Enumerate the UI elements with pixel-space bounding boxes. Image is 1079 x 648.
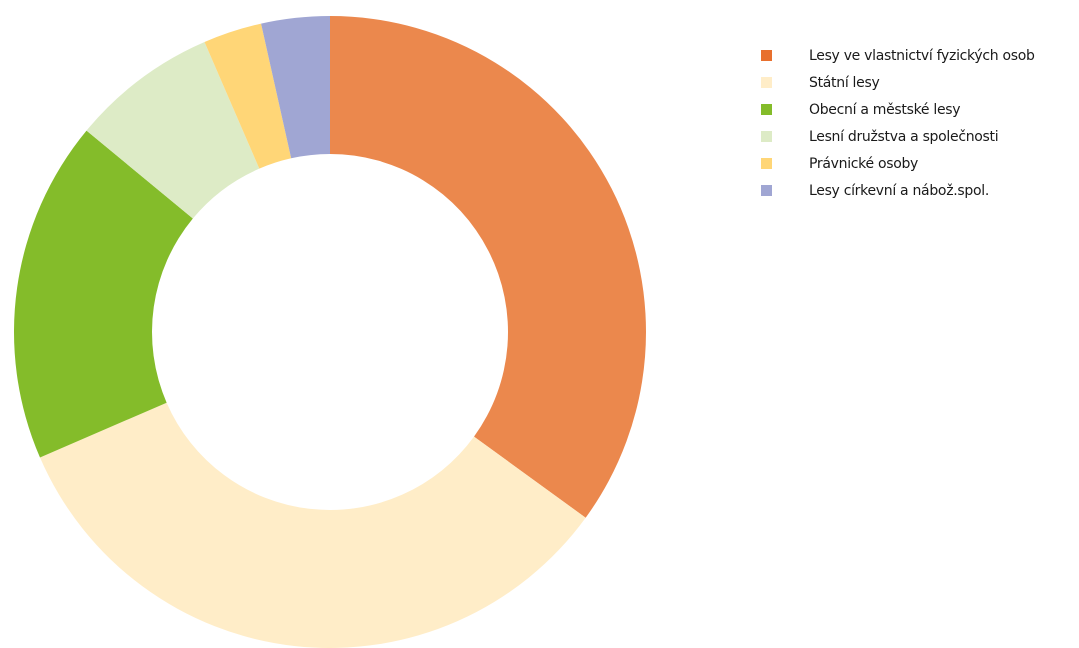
legend-item: Státní lesy [761, 69, 1035, 96]
donut-slice-5 [204, 23, 292, 169]
legend-swatch [761, 131, 772, 142]
legend-item: Obecní a městské lesy [761, 96, 1035, 123]
legend-swatch [761, 50, 772, 61]
legend-item: Lesní družstva a společnosti [761, 123, 1035, 150]
donut-slice-4 [86, 41, 260, 219]
legend-label: Lesní družstva a společnosti [809, 128, 999, 145]
donut-slice-1 [330, 16, 646, 518]
legend-swatch [761, 158, 772, 169]
legend-label: Obecní a městské lesy [809, 101, 961, 118]
legend-swatch [761, 77, 772, 88]
legend-label: Lesy ve vlastnictví fyzických osob [809, 47, 1035, 64]
donut-slice-3 [13, 130, 193, 458]
legend-label: Lesy církevní a nábož.spol. [809, 182, 989, 199]
donut-chart [13, 16, 646, 648]
donut-slice-6 [261, 16, 330, 159]
legend-item: Lesy církevní a nábož.spol. [761, 177, 1035, 204]
legend-item: Právnické osoby [761, 150, 1035, 177]
legend-item: Lesy ve vlastnictví fyzických osob [761, 42, 1035, 69]
legend-label: Státní lesy [809, 74, 880, 91]
chart-legend: Lesy ve vlastnictví fyzických osob Státní… [761, 42, 1035, 204]
legend-label: Právnické osoby [809, 155, 919, 172]
donut-slice-2 [39, 402, 586, 648]
legend-swatch [761, 185, 772, 196]
legend-swatch [761, 104, 772, 115]
